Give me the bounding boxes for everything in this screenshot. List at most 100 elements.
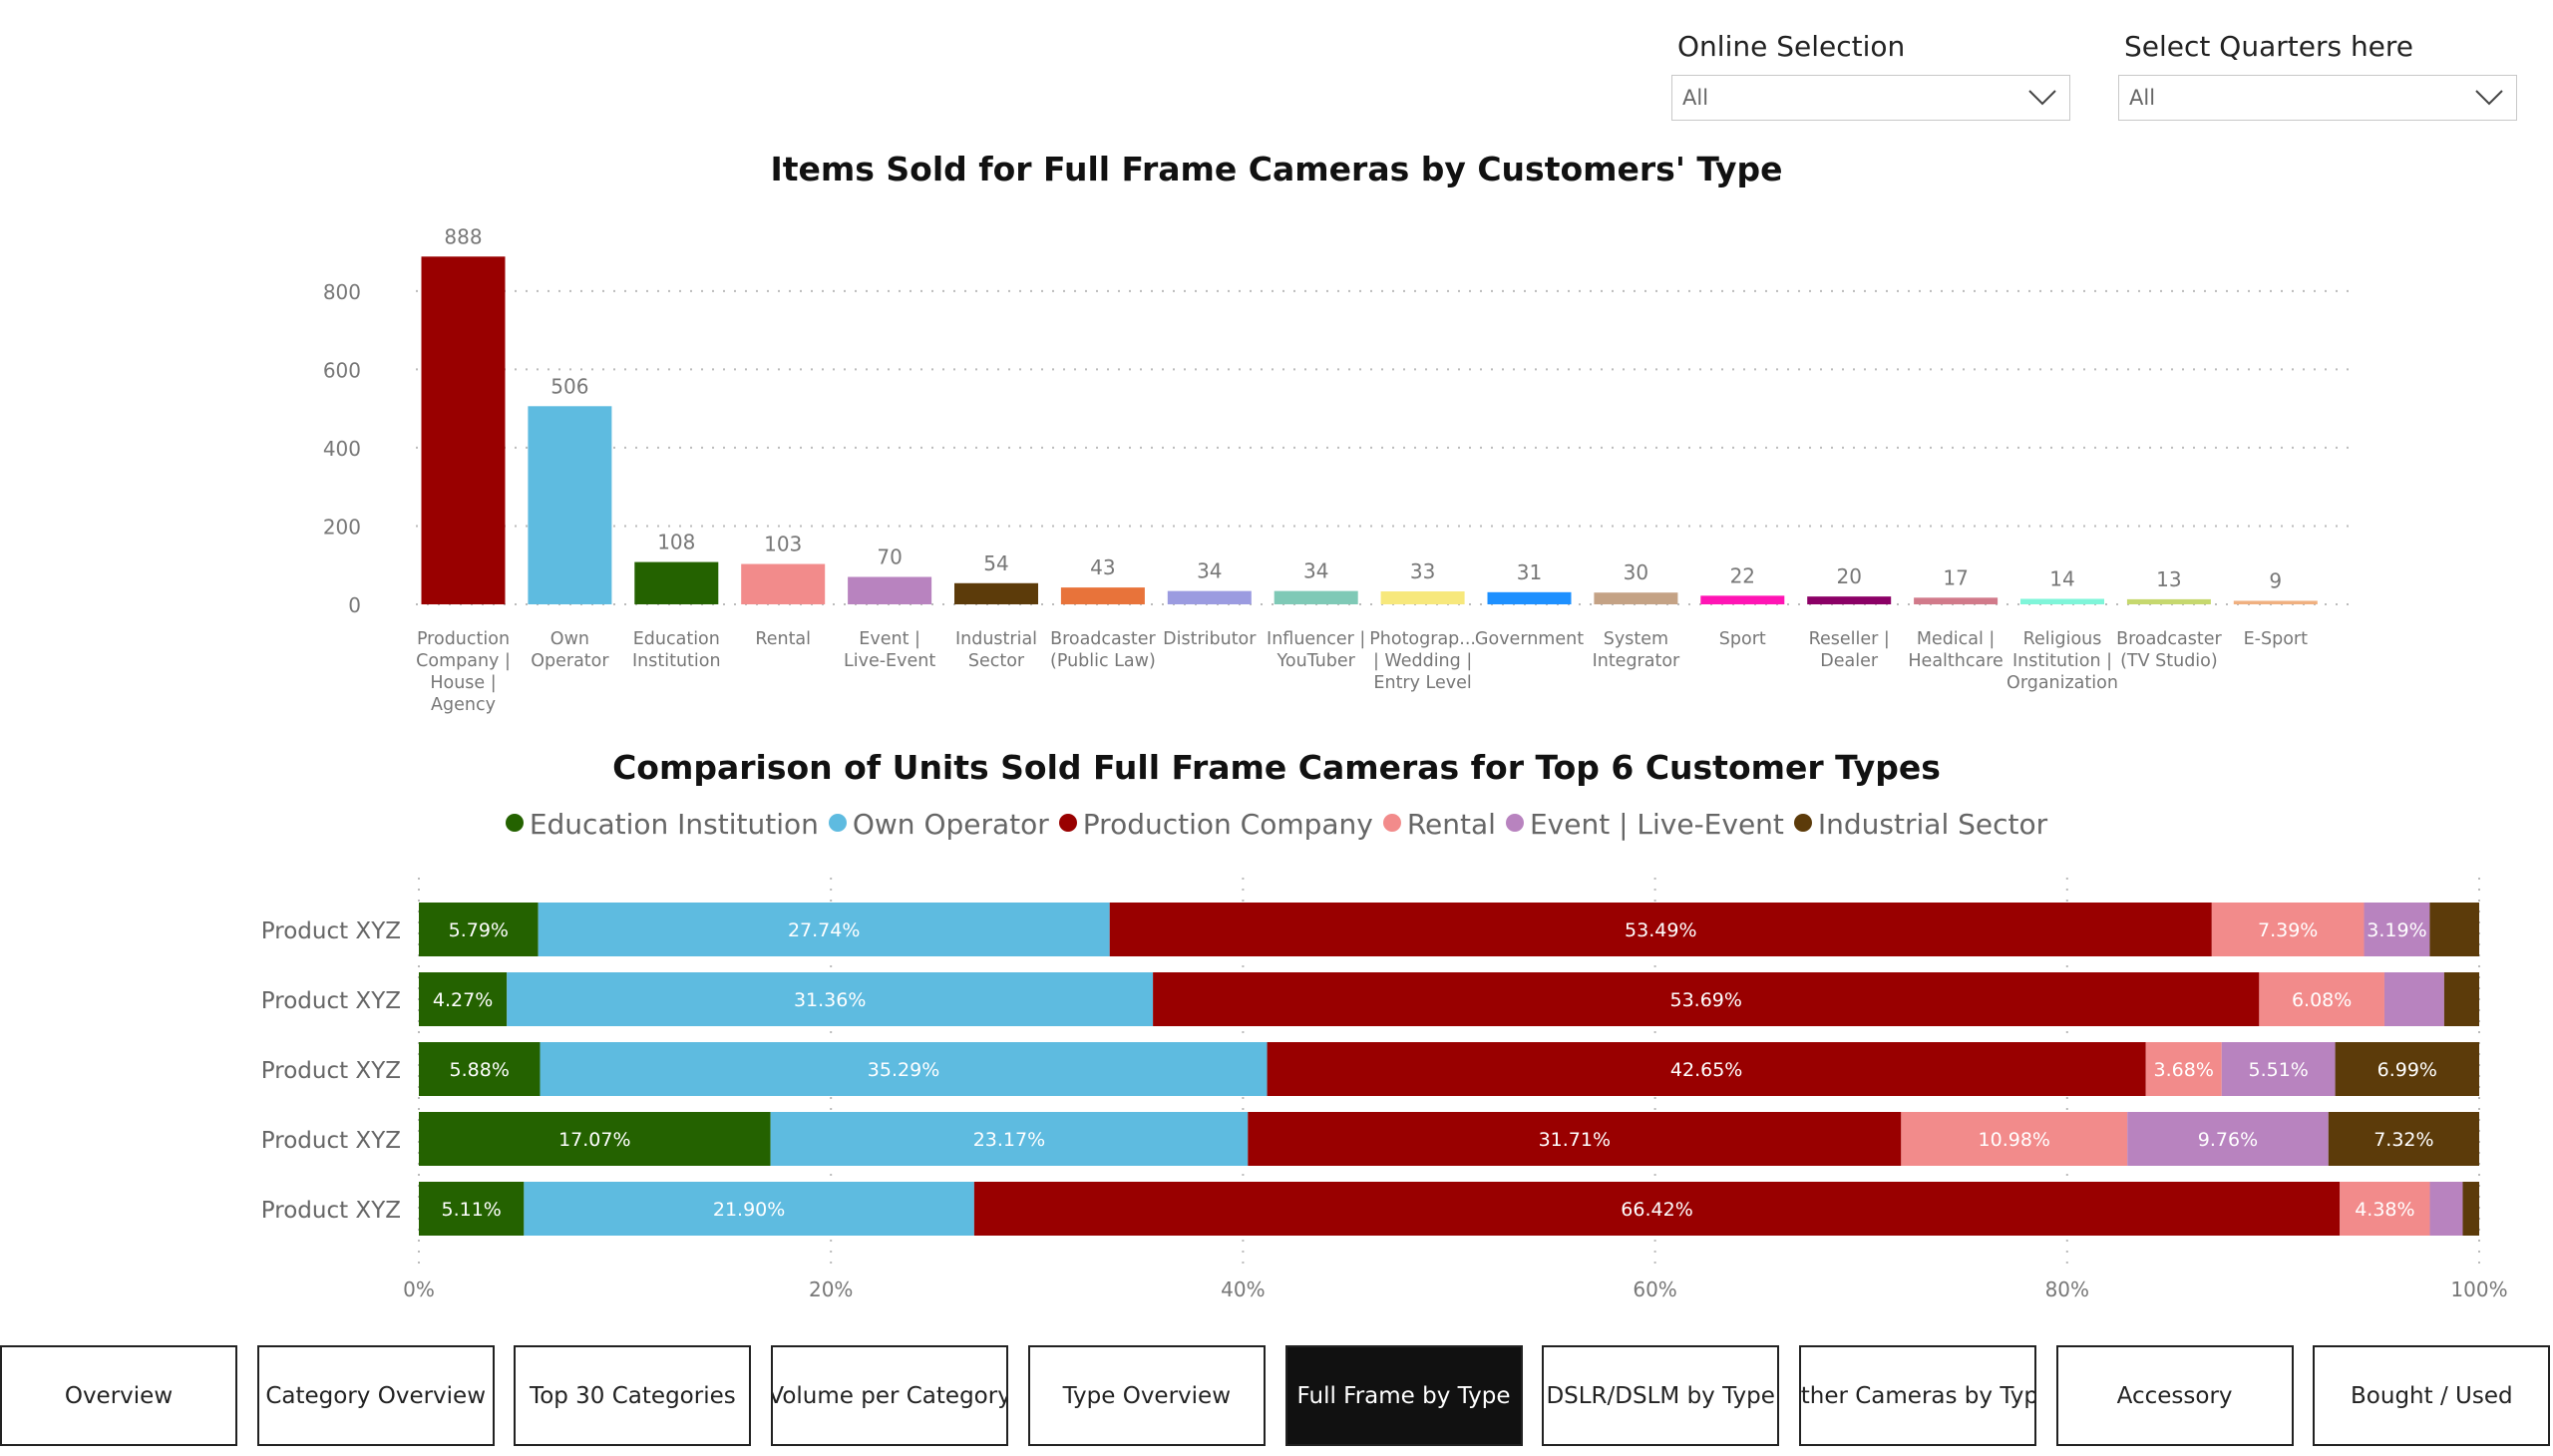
legend-marker bbox=[1793, 814, 1812, 832]
legend-label: Production Company bbox=[1082, 808, 1373, 841]
bar-value-label: 22 bbox=[1730, 563, 1755, 587]
segment-label: 5.79% bbox=[449, 919, 509, 941]
segment-label: 5.51% bbox=[2248, 1059, 2308, 1081]
x-category-label-line: Broadcaster bbox=[1050, 629, 1156, 649]
x-category-label-line: (Public Law) bbox=[1050, 651, 1156, 671]
stacked-segment bbox=[2259, 972, 2384, 1026]
nav-button[interactable]: Volume per Category bbox=[771, 1345, 1009, 1446]
legend-item[interactable]: Rental bbox=[1382, 808, 1496, 841]
x-tick-label: 60% bbox=[1633, 1277, 1676, 1301]
x-category-label-line: Company | bbox=[416, 651, 511, 671]
bar bbox=[2020, 598, 2104, 604]
nav-button[interactable]: Category Overview bbox=[256, 1345, 495, 1446]
legend-item[interactable]: Event | Live-Event bbox=[1505, 808, 1784, 841]
stacked-segment bbox=[524, 1182, 974, 1236]
legend-item[interactable]: Own Operator bbox=[828, 808, 1049, 841]
x-tick-label: 0% bbox=[403, 1277, 435, 1301]
online-selection-dropdown[interactable]: All bbox=[1671, 75, 2070, 121]
chevron-down-icon bbox=[2028, 90, 2056, 106]
x-tick-label: 100% bbox=[2450, 1277, 2507, 1301]
x-tick-label: 40% bbox=[1221, 1277, 1265, 1301]
legend-item[interactable]: Industrial Sector bbox=[1793, 808, 2047, 841]
stacked-segment bbox=[2211, 903, 2365, 956]
nav-button[interactable]: Accessory bbox=[2055, 1345, 2294, 1446]
legend-marker bbox=[1058, 814, 1077, 832]
x-category-label-line: | Wedding | bbox=[1373, 651, 1472, 671]
stacked-segment bbox=[2383, 972, 2444, 1026]
segment-label: 6.99% bbox=[2377, 1059, 2437, 1081]
row-label: Product XYZ bbox=[261, 1198, 401, 1224]
stacked-segment bbox=[419, 1042, 541, 1096]
stacked-segment bbox=[538, 903, 1110, 956]
stacked-segment bbox=[2443, 972, 2479, 1026]
x-category-label-line: (TV Studio) bbox=[2120, 651, 2218, 671]
bar-value-label: 34 bbox=[1303, 559, 1328, 583]
bar-value-label: 13 bbox=[2156, 567, 2181, 591]
bar-value-label: 33 bbox=[1410, 559, 1435, 583]
legend-item[interactable]: Education Institution bbox=[505, 808, 819, 841]
x-category-label: Religious Institution | Organization bbox=[2006, 629, 2118, 693]
nav-button[interactable]: DSLR/DSLM by Type bbox=[1542, 1345, 1780, 1446]
segment-label: 3.68% bbox=[2154, 1059, 2214, 1081]
stacked-segment bbox=[2127, 1112, 2329, 1166]
segment-label: 5.88% bbox=[450, 1059, 510, 1081]
stacked-segment bbox=[2364, 903, 2430, 956]
legend-item[interactable]: Production Company bbox=[1058, 808, 1373, 841]
x-category-label-line: Industrial bbox=[955, 629, 1037, 649]
nav-button[interactable]: Top 30 Categories bbox=[514, 1345, 752, 1446]
row-label: Product XYZ bbox=[261, 988, 401, 1014]
segment-label: 31.36% bbox=[794, 989, 866, 1011]
bar bbox=[1380, 591, 1465, 604]
x-tick-label: 20% bbox=[809, 1277, 853, 1301]
x-category-label-line: Rental bbox=[755, 629, 811, 649]
online-selection-value: All bbox=[1682, 86, 1709, 110]
chevron-down-icon bbox=[2475, 90, 2503, 106]
bar-value-label: 31 bbox=[1517, 560, 1542, 584]
x-category-label-line: Healthcare bbox=[1908, 651, 2003, 671]
stacked-segment bbox=[1248, 1112, 1902, 1166]
items-sold-bar-chart: 0 200 400 600 800 888 Production Company | House… bbox=[323, 224, 2354, 715]
legend-marker bbox=[1505, 814, 1524, 832]
nav-button[interactable]: Full Frame by Type bbox=[1284, 1345, 1523, 1446]
stacked-segment bbox=[2462, 1182, 2479, 1236]
stacked-segment bbox=[419, 903, 539, 956]
row-label: Product XYZ bbox=[261, 1058, 401, 1084]
stacked-segment bbox=[2429, 903, 2479, 956]
x-category-label: Sport bbox=[1719, 629, 1766, 649]
bar-value-label: 108 bbox=[657, 531, 695, 554]
y-tick-label: 0 bbox=[348, 593, 361, 617]
x-category-label-line: Medical | bbox=[1917, 629, 1996, 649]
bar bbox=[1487, 591, 1572, 604]
comparison-stacked-bar-chart: 0% 20% 40% 60% 80% 100% Product XYZ 5.79% 27.74%… bbox=[261, 878, 2508, 1301]
bar bbox=[1274, 590, 1358, 604]
x-category-label-line: E-Sport bbox=[2244, 629, 2308, 649]
bar-value-label: 54 bbox=[983, 551, 1008, 575]
quarters-slicer: Select Quarters here All bbox=[2118, 30, 2517, 121]
segment-label: 53.69% bbox=[1670, 989, 1742, 1011]
x-category-label-line: House | bbox=[430, 673, 496, 693]
bar bbox=[2126, 598, 2211, 604]
nav-button[interactable]: Overview bbox=[0, 1345, 237, 1446]
segment-label: 6.08% bbox=[2292, 989, 2352, 1011]
x-category-label: Education Institution bbox=[632, 629, 721, 671]
online-selection-slicer: Online Selection All bbox=[1671, 30, 2070, 121]
x-category-label-line: Religious bbox=[2023, 629, 2102, 649]
legend-label: Rental bbox=[1406, 808, 1496, 841]
segment-label: 3.19% bbox=[2367, 919, 2426, 941]
x-category-label: Medical | Healthcare bbox=[1908, 629, 2003, 671]
nav-button[interactable]: Other Cameras by Type bbox=[1798, 1345, 2036, 1446]
x-category-label-line: Reseller | bbox=[1809, 629, 1890, 649]
x-category-label: Own Operator bbox=[531, 629, 609, 671]
bar-chart-title: Items Sold for Full Frame Cameras by Cus… bbox=[770, 150, 1783, 188]
x-category-label: Photograp... | Wedding | Entry Level bbox=[1369, 629, 1476, 693]
segment-label: 9.76% bbox=[2198, 1129, 2258, 1151]
nav-button[interactable]: Type Overview bbox=[1027, 1345, 1266, 1446]
nav-button[interactable]: Bought / Used bbox=[2313, 1345, 2551, 1446]
stacked-segment bbox=[2328, 1112, 2479, 1166]
bar bbox=[848, 576, 932, 604]
x-category-label-line: Photograp... bbox=[1369, 629, 1476, 649]
segment-label: 53.49% bbox=[1625, 919, 1696, 941]
stacked-segment bbox=[419, 1182, 525, 1236]
quarters-dropdown[interactable]: All bbox=[2118, 75, 2517, 121]
segment-label: 4.27% bbox=[433, 989, 493, 1011]
